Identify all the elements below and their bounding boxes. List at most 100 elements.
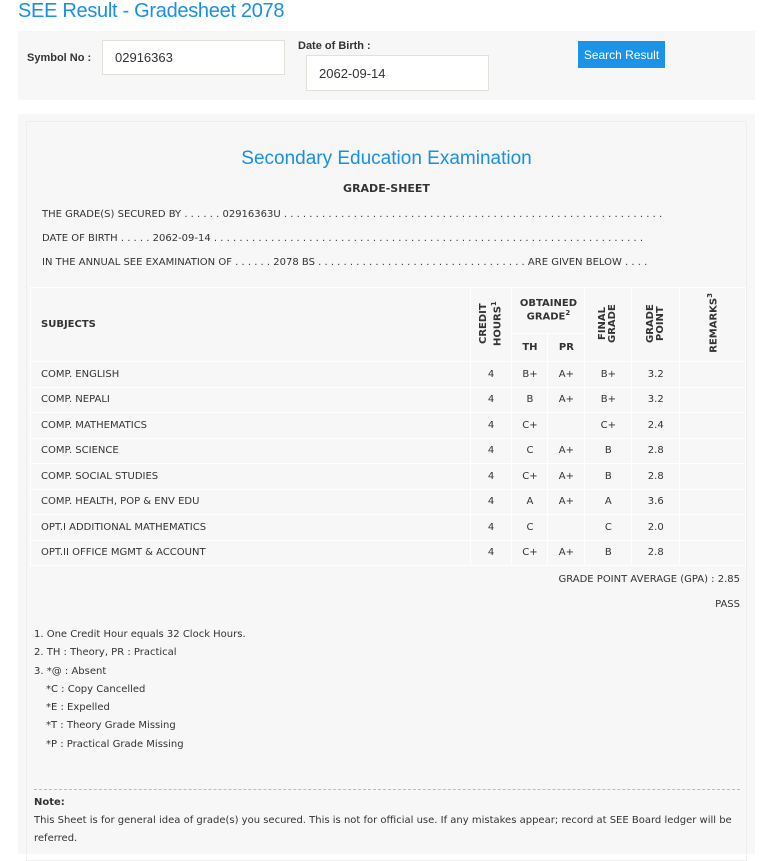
exam-line: IN THE ANNUAL SEE EXAMINATION OF . . . .… xyxy=(42,257,648,268)
cell-remarks xyxy=(679,539,746,566)
note-text: This Sheet is for general idea of grade(… xyxy=(34,815,732,844)
table-row: COMP. NEPALI 4 B A+ B+ 3.2 xyxy=(30,386,746,413)
cell-final: C+ xyxy=(584,412,633,439)
result-status: PASS xyxy=(715,599,740,610)
cell-subject: COMP. HEALTH, POP & ENV EDU xyxy=(30,488,471,515)
cell-subject: OPT.I ADDITIONAL MATHEMATICS xyxy=(30,514,471,541)
cell-final: B+ xyxy=(584,386,633,413)
cell-gp: 2.4 xyxy=(631,412,681,439)
cell-th: B xyxy=(511,386,549,413)
cell-th: C xyxy=(511,514,549,541)
cell-subject: OPT.II OFFICE MGMT & ACCOUNT xyxy=(30,539,471,566)
note-title: Note: xyxy=(34,797,65,808)
table-row: COMP. SCIENCE 4 C A+ B 2.8 xyxy=(30,437,746,464)
cell-remarks xyxy=(679,437,746,464)
cell-remarks xyxy=(679,361,746,388)
footnote: *T : Theory Grade Missing xyxy=(46,720,176,732)
header-th: TH xyxy=(511,333,549,362)
header-subjects: SUBJECTS xyxy=(30,287,471,362)
cell-remarks xyxy=(679,463,746,490)
footnotes: 1. One Credit Hour equals 32 Clock Hours… xyxy=(34,626,246,754)
gradesheet-panel: Secondary Education Examination GRADE-SH… xyxy=(18,114,755,861)
cell-pr: A+ xyxy=(547,437,586,464)
cell-remarks xyxy=(679,488,746,515)
header-remarks: REMARKS3 xyxy=(679,287,746,362)
header-pr: PR xyxy=(547,333,586,362)
search-result-button[interactable]: Search Result xyxy=(578,41,665,68)
footnote: *E : Expelled xyxy=(46,702,110,714)
table-row: OPT.II OFFICE MGMT & ACCOUNT 4 C+ A+ B 2.8 xyxy=(30,539,746,566)
cell-pr: A+ xyxy=(547,463,586,490)
cell-th: C+ xyxy=(511,539,549,566)
cell-final: B xyxy=(584,539,633,566)
cell-subject: COMP. SCIENCE xyxy=(30,437,471,464)
cell-subject: COMP. ENGLISH xyxy=(30,361,471,388)
page-title: SEE Result - Gradesheet 2078 xyxy=(18,0,285,22)
cell-credit: 4 xyxy=(469,514,513,541)
footnote: 2. TH : Theory, PR : Practical xyxy=(34,647,177,659)
symbol-label: Symbol No : xyxy=(27,52,92,64)
cell-final: B+ xyxy=(584,361,633,388)
cell-th: A xyxy=(511,488,549,515)
symbol-input[interactable] xyxy=(102,40,285,75)
footnote: *C : Copy Cancelled xyxy=(46,683,146,695)
header-credit-hours: CREDIT HOURS1 xyxy=(469,287,513,362)
cell-gp: 2.8 xyxy=(631,539,681,566)
header-final-grade: FINAL GRADE xyxy=(584,287,633,362)
cell-remarks xyxy=(679,386,746,413)
cell-final: B xyxy=(584,463,633,490)
gradesheet-heading: GRADE-SHEET xyxy=(343,182,430,195)
cell-pr xyxy=(547,412,586,439)
cell-gp: 2.8 xyxy=(631,437,681,464)
footnote: 3. *@ : Absent xyxy=(34,665,107,677)
cell-gp: 3.6 xyxy=(631,488,681,515)
table-row: COMP. ENGLISH 4 B+ A+ B+ 3.2 xyxy=(30,361,746,388)
cell-gp: 3.2 xyxy=(631,361,681,388)
cell-subject: COMP. NEPALI xyxy=(30,386,471,413)
cell-pr: A+ xyxy=(547,488,586,515)
footnote: 1. One Credit Hour equals 32 Clock Hours… xyxy=(34,629,246,640)
cell-th: C xyxy=(511,437,549,464)
cell-credit: 4 xyxy=(469,361,513,388)
cell-pr: A+ xyxy=(547,386,586,413)
header-obtained-grade: OBTAINED GRADE2 xyxy=(511,287,586,334)
table-row: COMP. MATHEMATICS 4 C+ C+ 2.4 xyxy=(30,412,746,439)
cell-gp: 2.8 xyxy=(631,463,681,490)
cell-credit: 4 xyxy=(469,386,513,413)
disclaimer: Note: This Sheet is for general idea of … xyxy=(34,794,734,848)
gpa: GRADE POINT AVERAGE (GPA) : 2.85 xyxy=(558,574,740,585)
cell-gp: 2.0 xyxy=(631,514,681,541)
cell-credit: 4 xyxy=(469,488,513,515)
cell-final: A xyxy=(584,488,633,515)
header-grade-point: GRADE POINT xyxy=(631,287,681,362)
grade-table: SUBJECTS CREDIT HOURS1 OBTAINED GRADE2 F… xyxy=(30,287,746,566)
secured-by-line: THE GRADE(S) SECURED BY . . . . . . 0291… xyxy=(42,209,663,220)
table-row: OPT.I ADDITIONAL MATHEMATICS 4 C C 2.0 xyxy=(30,514,746,541)
cell-credit: 4 xyxy=(469,412,513,439)
cell-pr: A+ xyxy=(547,539,586,566)
cell-credit: 4 xyxy=(469,437,513,464)
cell-remarks xyxy=(679,412,746,439)
cell-final: C xyxy=(584,514,633,541)
cell-credit: 4 xyxy=(469,539,513,566)
cell-pr: A+ xyxy=(547,361,586,388)
cell-subject: COMP. MATHEMATICS xyxy=(30,412,471,439)
dob-label: Date of Birth : xyxy=(298,40,371,52)
cell-th: C+ xyxy=(511,412,549,439)
divider xyxy=(34,789,740,790)
cell-final: B xyxy=(584,437,633,464)
cell-remarks xyxy=(679,514,746,541)
footnote: *P : Practical Grade Missing xyxy=(46,738,184,750)
cell-pr xyxy=(547,514,586,541)
search-panel: Symbol No : Date of Birth : Search Resul… xyxy=(18,31,755,100)
cell-gp: 3.2 xyxy=(631,386,681,413)
exam-heading: Secondary Education Examination xyxy=(241,148,532,169)
cell-th: B+ xyxy=(511,361,549,388)
dob-input[interactable] xyxy=(306,55,489,91)
dob-line: DATE OF BIRTH . . . . . 2062-09-14 . . .… xyxy=(42,233,644,244)
cell-th: C+ xyxy=(511,463,549,490)
table-row: COMP. SOCIAL STUDIES 4 C+ A+ B 2.8 xyxy=(30,463,746,490)
cell-credit: 4 xyxy=(469,463,513,490)
cell-subject: COMP. SOCIAL STUDIES xyxy=(30,463,471,490)
table-row: COMP. HEALTH, POP & ENV EDU 4 A A+ A 3.6 xyxy=(30,488,746,515)
